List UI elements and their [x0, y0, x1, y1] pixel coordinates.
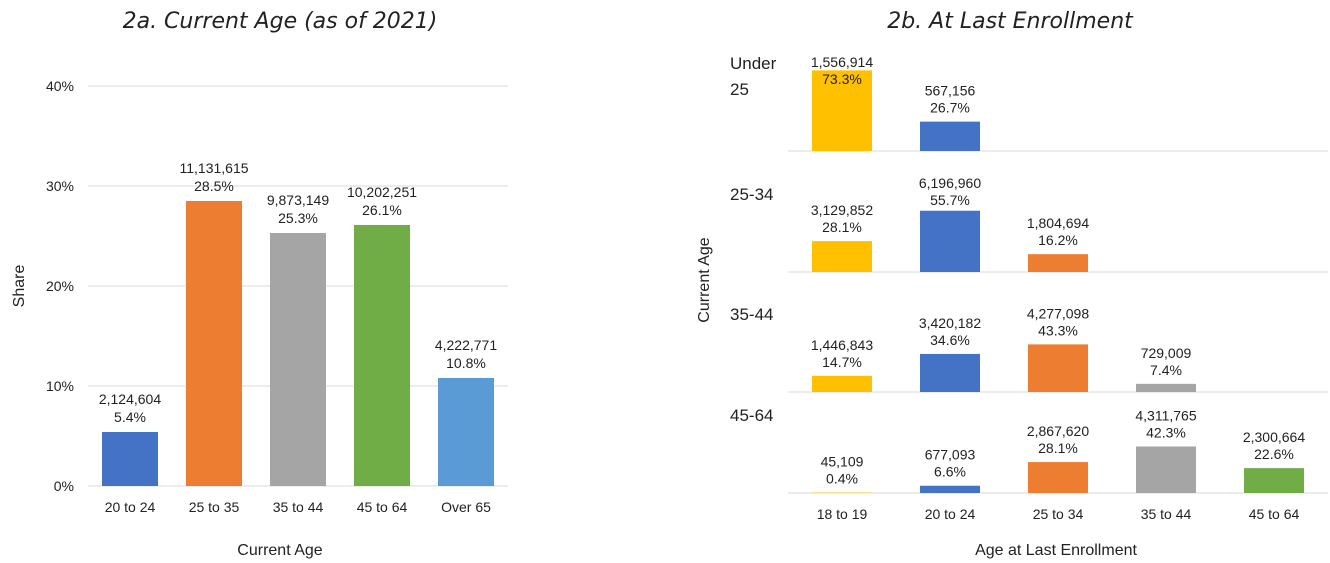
chart-2a-y-tick-label: 0% [54, 478, 74, 494]
chart-2b-y-axis-title: Current Age [696, 237, 713, 322]
chart-2a-y-axis-title: Share [11, 265, 28, 308]
chart-2a-y-tick-label: 20% [46, 278, 74, 294]
chart-2b-row-label: 45-64 [730, 406, 773, 425]
chart-2b-bar-count-label: 4,311,765 [1135, 407, 1196, 423]
chart-2b-bar-percent-label: 6.6% [934, 464, 966, 480]
chart-2b-bar [812, 70, 872, 151]
chart-2b-bar-count-label: 2,300,664 [1243, 429, 1305, 445]
chart-2a-plot: 0% 10% 20% 30% 40% 2,124,604 5.4% 20 to 24 11,13… [46, 78, 508, 515]
chart-2a-bar-percent-label: 10.8% [446, 355, 486, 371]
chart-2a-bar [186, 201, 242, 486]
chart-2a-bar-count-label: 2,124,604 [99, 391, 161, 407]
chart-2b-bar [1136, 446, 1196, 493]
chart-2b-row-label: Under [730, 54, 777, 73]
chart-2b-row-label: 35-44 [730, 305, 773, 324]
chart-2b-bar [1028, 462, 1088, 493]
chart-2b-bar [920, 485, 980, 493]
chart-2b-bar-percent-label: 16.2% [1038, 232, 1078, 248]
chart-2b-bar-percent-label: 26.7% [930, 100, 970, 116]
chart-2a-bar-percent-label: 25.3% [278, 210, 318, 226]
chart-2a-bar-count-label: 9,873,149 [267, 192, 329, 208]
chart-2b-bar-count-label: 2,867,620 [1027, 423, 1089, 439]
chart-2b-bar-count-label: 45,109 [821, 454, 864, 470]
chart-2b-bar-percent-label: 73.3% [822, 71, 862, 87]
chart-2a-bar-count-label: 4,222,771 [435, 337, 497, 353]
chart-2b-bar [1028, 254, 1088, 272]
chart-2b-bar-percent-label: 43.3% [1038, 322, 1078, 338]
chart-2b-bar-percent-label: 0.4% [826, 471, 858, 487]
chart-2b-bar [1136, 383, 1196, 392]
chart-2a-bar-count-label: 10,202,251 [347, 184, 417, 200]
chart-2a-x-axis-title: Current Age [237, 542, 322, 559]
chart-2b-bar [812, 241, 872, 272]
chart-2b-bar-percent-label: 14.7% [822, 354, 862, 370]
chart-2a-x-tick-label: 20 to 24 [105, 499, 156, 515]
chart-2b-bar-count-label: 567,156 [925, 83, 976, 99]
chart-2a-x-tick-label: 45 to 64 [357, 499, 408, 515]
chart-2a-bar [102, 432, 158, 486]
chart-2a-bar-count-label: 11,131,615 [179, 160, 248, 176]
chart-2b-bar [920, 121, 980, 151]
chart-2b-x-axis-title: Age at Last Enrollment [975, 542, 1137, 559]
chart-2b-bar [920, 353, 980, 392]
chart-2a-bar [438, 378, 494, 486]
chart-2a-bar [354, 225, 410, 486]
chart-2b-bar-percent-label: 28.1% [822, 219, 862, 235]
chart-2a-x-tick-label: 35 to 44 [273, 499, 324, 515]
chart-2b-x-tick-label: 45 to 64 [1249, 506, 1300, 522]
chart-2b-bar-count-label: 677,093 [925, 447, 976, 463]
chart-2b-x-tick-label: 18 to 19 [817, 506, 868, 522]
chart-2b-bar-percent-label: 42.3% [1146, 424, 1186, 440]
chart-2b-bar-percent-label: 28.1% [1038, 440, 1078, 456]
chart-2b-title: 2b. At Last Enrollment [887, 9, 1134, 34]
chart-2a-bar-percent-label: 26.1% [362, 202, 402, 218]
chart-2a-title: 2a. Current Age (as of 2021) [123, 9, 438, 34]
chart-2b-bar-count-label: 4,277,098 [1027, 305, 1089, 321]
chart-2b-bar [1244, 468, 1304, 493]
chart-2b-bar-percent-label: 22.6% [1254, 446, 1294, 462]
chart-2b-bar [920, 210, 980, 272]
chart-2b-row-label: 25 [730, 80, 749, 99]
chart-2b-bar [1028, 344, 1088, 392]
chart-2a-x-tick-label: 25 to 35 [189, 499, 240, 515]
chart-2b-x-tick-label: 25 to 34 [1033, 506, 1084, 522]
chart-2a-x-tick-label: Over 65 [441, 499, 491, 515]
chart-2b-bar-percent-label: 55.7% [930, 192, 970, 208]
chart-2a-y-tick-label: 10% [46, 378, 74, 394]
chart-2b-x-tick-label: 35 to 44 [1141, 506, 1192, 522]
chart-2a-bar-percent-label: 28.5% [194, 178, 234, 194]
chart-2b-bar-count-label: 1,446,843 [811, 337, 873, 353]
chart-2b-row-label: 25-34 [730, 185, 773, 204]
chart-2a-bar [270, 233, 326, 486]
chart-2b-bar-count-label: 1,804,694 [1027, 215, 1089, 231]
chart-2b-bar-percent-label: 7.4% [1150, 362, 1182, 378]
chart-2b-bar-count-label: 3,420,182 [919, 315, 981, 331]
chart-2b-bar-count-label: 3,129,852 [811, 202, 873, 218]
chart-2b-bar-count-label: 1,556,914 [811, 54, 873, 70]
chart-2b-bar-count-label: 729,009 [1141, 345, 1192, 361]
chart-2b-x-tick-label: 20 to 24 [925, 506, 976, 522]
chart-2b-bar-percent-label: 34.6% [930, 332, 970, 348]
chart-2b-bar-count-label: 6,196,960 [919, 175, 981, 191]
chart-2a-y-tick-label: 40% [46, 78, 74, 94]
chart-2a-bar-percent-label: 5.4% [114, 409, 146, 425]
chart-2b-bar [812, 375, 872, 392]
chart-2a-y-tick-label: 30% [46, 178, 74, 194]
